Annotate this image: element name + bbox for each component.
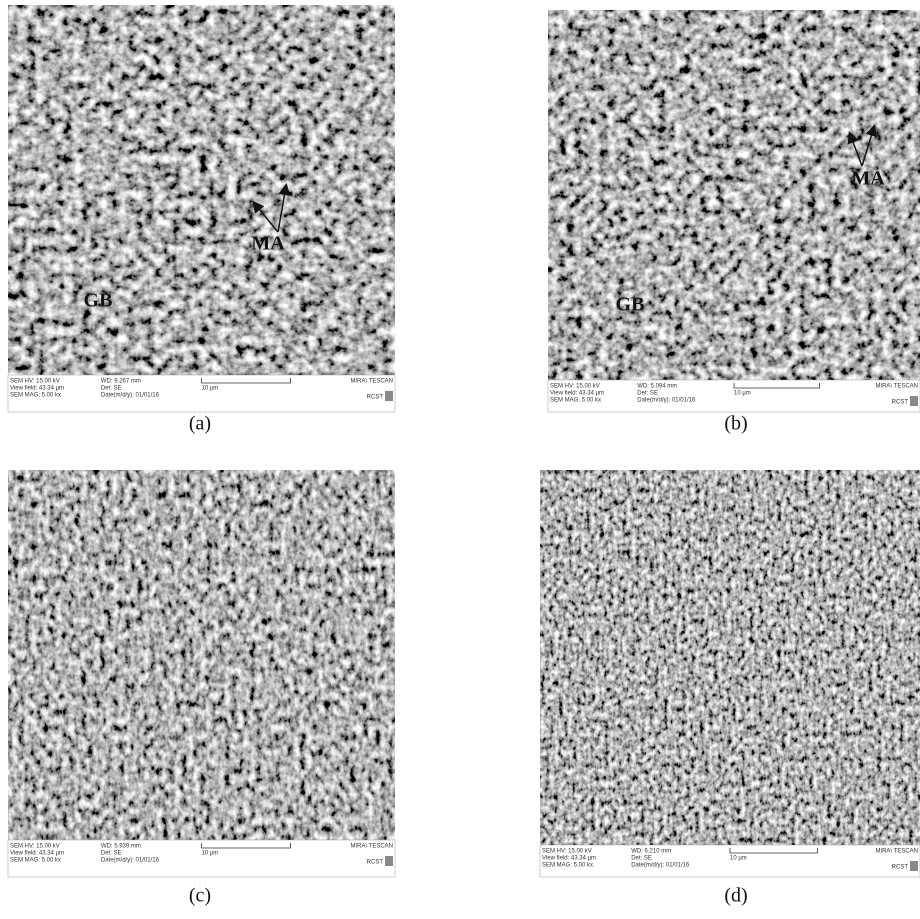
logo-box bbox=[385, 391, 393, 401]
annotation: MA bbox=[851, 168, 885, 190]
info-text: 10 µm bbox=[734, 391, 751, 397]
panel: SEM HV: 15.00 kV WD: 5.094 mm MIRA\ TESCAN… bbox=[547, 10, 920, 435]
info-text: SEM MAG: 5.00 kx bbox=[10, 393, 61, 399]
caption: (b) bbox=[724, 413, 747, 435]
info-text: SEM HV: 15.00 kV bbox=[10, 844, 60, 850]
scale-bar bbox=[201, 378, 291, 384]
info-text: RCST bbox=[892, 865, 909, 871]
info-text: Det: SE bbox=[637, 391, 658, 397]
logo-box bbox=[910, 861, 918, 871]
scale-bar bbox=[201, 843, 291, 849]
info-text: RCST bbox=[367, 860, 384, 866]
info-text: WD: 6.210 mm bbox=[631, 849, 671, 855]
info-text: Det: SE bbox=[101, 851, 122, 857]
info-text: Det: SE bbox=[631, 856, 652, 862]
info-text: Date(m/d/y): 01/01/16 bbox=[631, 863, 690, 869]
info-text: MIRA\ TESCAN bbox=[350, 844, 393, 850]
logo-box bbox=[385, 856, 393, 866]
arrow bbox=[252, 200, 279, 233]
arrow bbox=[277, 183, 291, 233]
info-text: View field: 43.34 µm bbox=[10, 851, 64, 857]
panel: SEM HV: 15.00 kV WD: 6.210 mm MIRA\ TESCAN… bbox=[539, 470, 920, 907]
panel: SEM HV: 15.00 kV WD: 9.267 mm MIRA\ TESCAN… bbox=[7, 5, 396, 435]
info-text: WD: 9.267 mm bbox=[101, 379, 141, 385]
info-text: Date(m/d/y): 01/01/16 bbox=[637, 398, 696, 404]
info-text: MIRA\ TESCAN bbox=[875, 849, 918, 855]
info-text: Date(m/d/y): 01/01/16 bbox=[101, 858, 160, 864]
info-text: View field: 43.34 µm bbox=[550, 391, 604, 397]
info-text: SEM MAG: 5.00 kx bbox=[542, 863, 593, 869]
info-text: View field: 43.34 µm bbox=[542, 856, 596, 862]
info-text: MIRA\ TESCAN bbox=[875, 384, 918, 390]
info-text: SEM HV: 15.00 kV bbox=[542, 849, 592, 855]
info-text: View field: 43.34 µm bbox=[10, 386, 64, 392]
annotation: GB bbox=[616, 294, 645, 316]
info-text: SEM HV: 15.00 kV bbox=[10, 379, 60, 385]
logo-box bbox=[910, 396, 918, 406]
info-text: Det: SE bbox=[101, 386, 122, 392]
info-text: 10 µm bbox=[202, 851, 219, 857]
scale-bar bbox=[733, 383, 820, 389]
micrograph bbox=[540, 470, 920, 845]
panel: SEM HV: 15.00 kV WD: 5.939 mm MIRA\ TESCAN… bbox=[7, 470, 396, 907]
info-text: RCST bbox=[892, 400, 909, 406]
caption: (a) bbox=[189, 413, 211, 435]
info-text: 10 µm bbox=[730, 856, 747, 862]
info-text: MIRA\ TESCAN bbox=[350, 379, 393, 385]
scale-bar bbox=[729, 848, 818, 854]
info-text: SEM MAG: 5.00 kx bbox=[550, 398, 601, 404]
info-text: SEM HV: 15.00 kV bbox=[550, 384, 600, 390]
micrograph bbox=[548, 10, 920, 380]
arrow bbox=[847, 131, 863, 167]
info-text: Date(m/d/y): 01/01/16 bbox=[101, 393, 160, 399]
annotation: MA bbox=[251, 233, 285, 255]
caption: (c) bbox=[189, 885, 211, 907]
info-text: WD: 5.939 mm bbox=[101, 844, 141, 850]
micrograph bbox=[8, 5, 395, 375]
micrograph bbox=[8, 470, 395, 840]
arrow bbox=[861, 124, 878, 167]
info-text: WD: 5.094 mm bbox=[637, 384, 677, 390]
info-text: RCST bbox=[367, 395, 384, 401]
caption: (d) bbox=[724, 885, 747, 907]
info-text: 10 µm bbox=[202, 386, 219, 392]
annotation: GB bbox=[84, 290, 113, 312]
info-text: SEM MAG: 5.00 kx bbox=[10, 858, 61, 864]
